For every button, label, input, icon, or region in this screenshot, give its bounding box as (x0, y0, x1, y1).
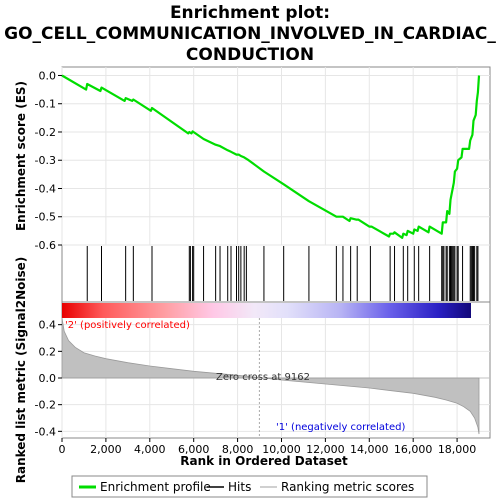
metric-y-ticks: 0.4 0.2 0.0 -0.2 -0.4 (35, 319, 62, 438)
x-tick-label: 0 (59, 443, 66, 456)
enrichment-profile-path (61, 74, 481, 239)
metric-y-tick-label: -0.2 (35, 399, 56, 412)
ranked-list-colorbar (62, 303, 471, 318)
es-y-tick-label: -0.2 (35, 126, 56, 139)
legend-label-enrichment: Enrichment profile (100, 480, 211, 494)
es-y-tick-label: -0.3 (35, 154, 56, 167)
metric-area-path (61, 317, 480, 435)
title-line-3: CONDUCTION (186, 45, 314, 65)
metric-y-tick-label: 0.4 (39, 319, 57, 332)
es-gridlines (61, 67, 490, 246)
x-tick-label: 6,000 (178, 443, 210, 456)
legend-box (71, 475, 428, 498)
metric-x-ticks: 0 2,000 4,000 6,000 8,000 10,000 12,000 14,000 1… (59, 438, 477, 456)
es-y-ticks: 0.0 -0.1 -0.2 -0.3 -0.4 -0.5 -0.6 (35, 69, 62, 252)
metric-y-tick-label: -0.4 (35, 425, 56, 438)
chart-title: Enrichment plot: GO_CELL_COMMUNICATION_I… (4, 3, 496, 65)
zero-cross-label: Zero cross at 9162 (216, 372, 310, 383)
legend: Enrichment profile Hits Ranking metric s… (71, 475, 428, 498)
x-tick-label: 2,000 (90, 443, 122, 456)
pos-correlated-label: '2' (positively correlated) (65, 320, 190, 331)
es-panel-frame (61, 66, 491, 246)
metric-area (61, 317, 490, 435)
x-tick-label: 10,000 (262, 443, 301, 456)
x-tick-label: 16,000 (394, 443, 433, 456)
title-line-2: GO_CELL_COMMUNICATION_INVOLVED_IN_CARDIA… (4, 24, 496, 44)
x-tick-label: 12,000 (306, 443, 345, 456)
enrichment-profile-line (61, 74, 481, 239)
x-axis-label: Rank in Ordered Dataset (180, 454, 348, 468)
es-y-axis-label: Enrichment score (ES) (14, 81, 28, 231)
neg-correlated-label: '1' (negatively correlated) (276, 422, 405, 433)
x-tick-label: 8,000 (222, 443, 254, 456)
legend-label-hits: Hits (228, 480, 251, 494)
es-y-tick-label: -0.5 (35, 211, 56, 224)
x-tick-label: 4,000 (134, 443, 166, 456)
hits-panel-frame (61, 244, 491, 303)
metric-y-tick-label: 0.2 (39, 345, 57, 358)
es-y-tick-label: -0.4 (35, 182, 56, 195)
metric-y-axis-label: Ranked list metric (Signal2Noise) (14, 257, 28, 484)
title-line-1: Enrichment plot: (170, 3, 330, 23)
metric-y-tick-label: 0.0 (39, 372, 57, 385)
es-y-tick-label: -0.6 (35, 239, 56, 252)
es-y-tick-label: -0.1 (35, 98, 56, 111)
hit-markers (86, 246, 479, 301)
x-tick-label: 18,000 (438, 443, 477, 456)
es-y-tick-label: 0.0 (39, 69, 57, 82)
x-tick-label: 14,000 (350, 443, 389, 456)
legend-label-metric: Ranking metric scores (281, 480, 414, 494)
